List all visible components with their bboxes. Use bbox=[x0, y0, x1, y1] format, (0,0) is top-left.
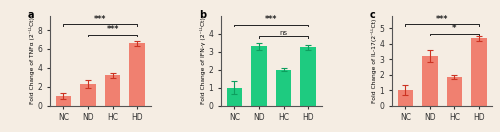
Bar bbox=[80, 84, 96, 106]
Bar bbox=[422, 56, 438, 106]
Bar bbox=[56, 96, 71, 106]
Bar bbox=[105, 75, 120, 106]
Bar bbox=[276, 70, 291, 106]
Text: *: * bbox=[452, 24, 456, 33]
Bar bbox=[227, 88, 242, 106]
Y-axis label: Fold Change of IL-17(2⁻ᴸᴸCt): Fold Change of IL-17(2⁻ᴸᴸCt) bbox=[372, 18, 378, 103]
Text: a: a bbox=[28, 10, 34, 20]
Bar bbox=[398, 90, 413, 106]
Text: ns: ns bbox=[280, 30, 287, 36]
Bar bbox=[472, 38, 486, 106]
Text: c: c bbox=[370, 10, 376, 20]
Bar bbox=[447, 77, 462, 106]
Bar bbox=[130, 43, 144, 106]
Text: b: b bbox=[199, 10, 206, 20]
Y-axis label: Fold Change of TNFα (2⁻ᴸᴸCt): Fold Change of TNFα (2⁻ᴸᴸCt) bbox=[30, 17, 36, 104]
Y-axis label: Fold Change of IFN-γ (2⁻ᴸᴸCt): Fold Change of IFN-γ (2⁻ᴸᴸCt) bbox=[200, 17, 206, 104]
Text: ***: *** bbox=[436, 15, 448, 24]
Bar bbox=[252, 46, 266, 106]
Bar bbox=[300, 47, 316, 106]
Text: ***: *** bbox=[94, 15, 106, 24]
Text: ***: *** bbox=[265, 15, 278, 24]
Text: ***: *** bbox=[106, 25, 118, 34]
